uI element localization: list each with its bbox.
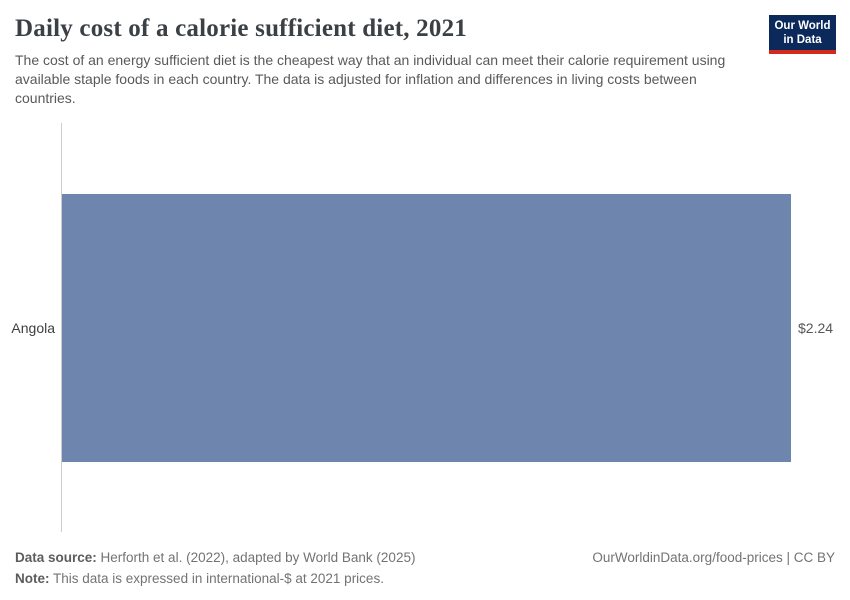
chart-footer: Data source: Herforth et al. (2022), ada… xyxy=(0,547,850,589)
page-title: Daily cost of a calorie sufficient diet,… xyxy=(15,15,467,42)
owid-logo[interactable]: Our World in Data xyxy=(769,15,836,54)
entity-label-angola[interactable]: Angola xyxy=(11,320,55,336)
chart-header: Daily cost of a calorie sufficient diet,… xyxy=(0,0,850,108)
bar-chart-area: Angola $2.24 xyxy=(0,123,850,532)
data-source-text: Herforth et al. (2022), adapted by World… xyxy=(96,550,416,565)
note-label: Note: xyxy=(15,571,50,586)
bar-angola[interactable] xyxy=(62,194,791,462)
owid-logo-line2: in Data xyxy=(783,34,822,46)
chart-subtitle: The cost of an energy sufficient diet is… xyxy=(15,52,726,106)
data-source-label: Data source: xyxy=(15,550,97,565)
attribution-link[interactable]: OurWorldinData.org/food-prices | CC BY xyxy=(592,550,835,565)
data-source-line: Data source: Herforth et al. (2022), ada… xyxy=(15,547,415,568)
note-line: Note: This data is expressed in internat… xyxy=(15,568,415,589)
owid-logo-line1: Our World xyxy=(774,20,831,32)
note-text: This data is expressed in international-… xyxy=(49,571,384,586)
footer-left: Data source: Herforth et al. (2022), ada… xyxy=(15,547,415,589)
bar-value-label: $2.24 xyxy=(798,320,834,336)
y-axis-line xyxy=(61,123,62,532)
